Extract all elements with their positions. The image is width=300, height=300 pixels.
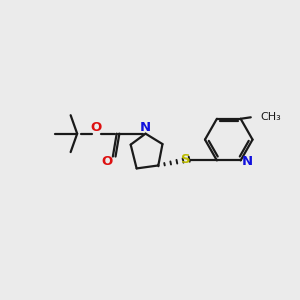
Text: O: O [91, 121, 102, 134]
Text: CH₃: CH₃ [261, 112, 281, 122]
Text: O: O [102, 155, 113, 168]
Text: N: N [140, 121, 151, 134]
Text: N: N [242, 155, 253, 168]
Text: S: S [181, 153, 190, 166]
